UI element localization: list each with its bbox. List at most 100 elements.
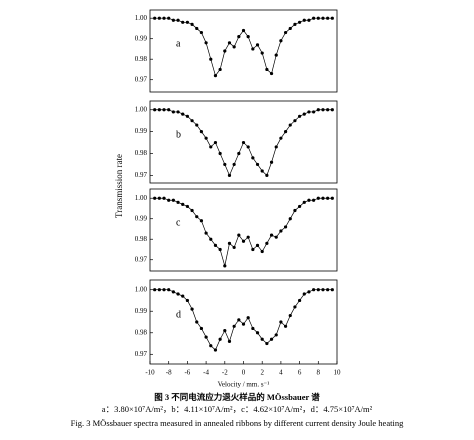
panel-label: a: [176, 39, 181, 50]
data-point: [255, 43, 260, 47]
data-point: [288, 123, 292, 127]
x-tick-label: -8: [166, 369, 172, 377]
x-tick-label: -10: [145, 369, 155, 377]
data-point: [265, 173, 269, 177]
data-point: [162, 16, 166, 20]
data-point: [185, 20, 189, 24]
data-point: [255, 331, 260, 335]
data-point: [153, 16, 157, 20]
data-point: [279, 229, 283, 233]
y-tick-label: 0.97: [135, 255, 148, 263]
data-point: [302, 112, 306, 116]
data-point: [298, 20, 302, 24]
data-point: [279, 39, 283, 43]
data-point: [213, 348, 218, 352]
data-point: [237, 151, 241, 156]
data-point: [176, 110, 180, 114]
y-tick-label: 0.98: [135, 235, 148, 243]
data-point: [171, 290, 175, 294]
y-tick-label: 0.99: [135, 307, 148, 315]
caption-en: Fig. 3 MÖssbauer spectra measured in ann…: [71, 418, 404, 428]
plot-frame: [149, 100, 338, 184]
data-point: [241, 322, 246, 326]
data-point: [298, 298, 302, 303]
data-point: [279, 136, 283, 140]
y-tick-label: 1.00: [135, 105, 148, 113]
plot-frame: [149, 188, 338, 272]
data-point: [181, 112, 185, 116]
data-point: [330, 288, 334, 292]
data-point: [288, 26, 292, 31]
data-point: [255, 162, 260, 167]
data-point: [232, 162, 236, 167]
data-point: [251, 47, 255, 51]
data-point: [260, 169, 264, 173]
data-point: [190, 208, 194, 213]
plot-frame: [149, 9, 338, 93]
data-point: [321, 16, 325, 20]
data-point: [213, 140, 218, 145]
data-point: [283, 130, 288, 134]
data-point: [157, 108, 161, 112]
data-point: [321, 196, 325, 200]
panel-label: c: [176, 218, 181, 229]
data-point: [321, 288, 325, 292]
data-point: [223, 162, 227, 167]
data-point: [232, 45, 236, 49]
data-point: [209, 344, 213, 348]
data-point: [218, 337, 222, 341]
data-point: [237, 318, 241, 322]
data-point: [255, 243, 260, 247]
y-tick-label: 0.98: [135, 149, 148, 157]
data-point: [326, 16, 330, 20]
data-point: [293, 208, 297, 213]
y-tick-label: 0.97: [135, 171, 148, 179]
data-point: [274, 53, 278, 57]
data-point: [274, 235, 278, 239]
y-tick-label: 0.99: [135, 34, 148, 42]
data-point: [199, 326, 204, 331]
data-point: [293, 119, 297, 123]
panel-label: d: [176, 310, 181, 321]
data-point: [293, 305, 297, 309]
data-point: [213, 243, 218, 247]
data-point: [246, 235, 250, 239]
data-point: [195, 123, 199, 127]
panel-label: b: [176, 130, 181, 141]
data-point: [265, 241, 269, 245]
x-tick-label: 2: [260, 369, 264, 377]
data-point: [246, 145, 250, 149]
data-point: [181, 294, 185, 298]
y-tick-label: 0.99: [135, 127, 148, 135]
data-point: [153, 108, 157, 112]
x-tick-label: 6: [298, 369, 302, 377]
data-point: [167, 288, 171, 292]
data-point: [307, 110, 311, 114]
data-point: [251, 326, 255, 331]
data-point: [288, 313, 292, 318]
data-point: [232, 245, 236, 250]
data-point: [283, 30, 288, 35]
data-point: [190, 119, 194, 123]
data-point: [279, 320, 283, 324]
data-point: [269, 337, 274, 341]
data-point: [199, 219, 204, 223]
data-point: [162, 288, 166, 292]
data-point: [162, 108, 166, 112]
data-point: [330, 196, 334, 200]
y-tick-label: 0.99: [135, 214, 148, 222]
data-point: [162, 196, 166, 200]
data-point: [269, 71, 274, 76]
data-point: [185, 298, 189, 303]
data-point: [157, 16, 161, 20]
data-point: [260, 51, 264, 55]
data-point: [302, 18, 306, 22]
data-point: [330, 108, 334, 112]
y-tick-label: 0.98: [135, 328, 148, 336]
data-point: [274, 333, 278, 337]
data-point: [195, 320, 199, 324]
x-axis-label: Velocity / mm. s⁻¹: [218, 381, 270, 389]
data-point: [307, 18, 311, 22]
data-point: [326, 288, 330, 292]
fit-line: [154, 17, 333, 77]
